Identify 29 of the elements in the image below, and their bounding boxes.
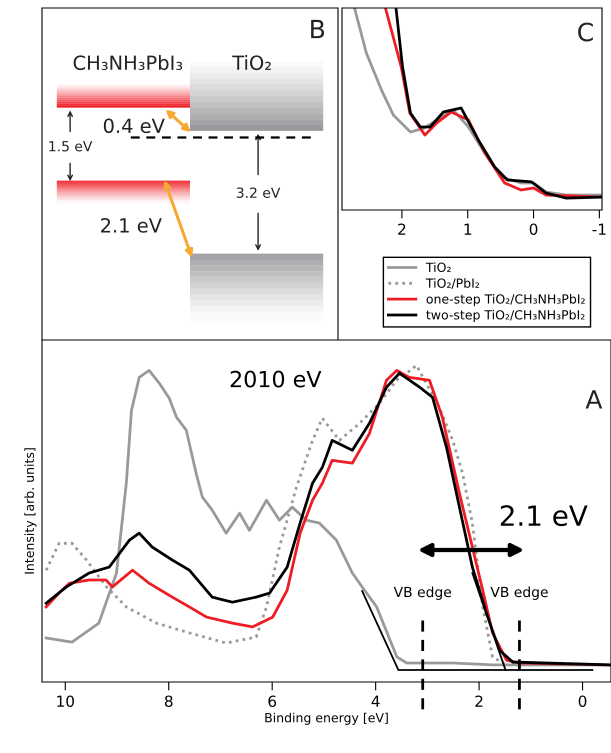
ref-line-label: VB edge	[490, 586, 548, 600]
text: 0.4 eV	[104, 118, 165, 134]
x-tick-label: 0	[578, 695, 586, 708]
annotation: C	[578, 22, 593, 42]
text: CH₃NH₃PbI₃	[74, 55, 182, 70]
annotation: 2010 eV	[230, 370, 322, 388]
legend-label: TiO₂/PbI₂	[426, 278, 480, 289]
legend-label: TiO₂	[426, 262, 451, 272]
x-tick-label: 10	[57, 695, 74, 708]
y-axis-title: Intensity [arb. units]	[24, 448, 36, 574]
text: 2.1 eV	[101, 218, 162, 233]
text: 1.5 eV	[49, 141, 92, 152]
x-tick-label: 2	[398, 223, 406, 235]
x-tick-label: 0	[530, 223, 538, 236]
x-tick-label: 6	[268, 695, 276, 708]
x-axis-title: Binding energy [eV]	[265, 712, 388, 725]
x-tick-label: 1	[464, 224, 472, 235]
x-tick-label: 4	[372, 696, 380, 707]
x-tick-label: 2	[475, 695, 482, 707]
text: B	[311, 20, 324, 38]
annotation: 2.1 eV	[500, 505, 588, 526]
legend-label: one-step TiO₂/CH₃NH₃PbI₂	[426, 294, 585, 306]
legend-label: two-step TiO₂/CH₃NH₃PbI₂	[426, 310, 584, 322]
annotation: A	[586, 390, 602, 408]
text: 3.2 eV	[236, 187, 280, 198]
text: TiO₂	[232, 55, 271, 70]
ref-line-label: VB edge	[394, 586, 452, 600]
x-tick-label: 8	[164, 695, 173, 708]
x-tick-label: -1	[592, 224, 606, 235]
